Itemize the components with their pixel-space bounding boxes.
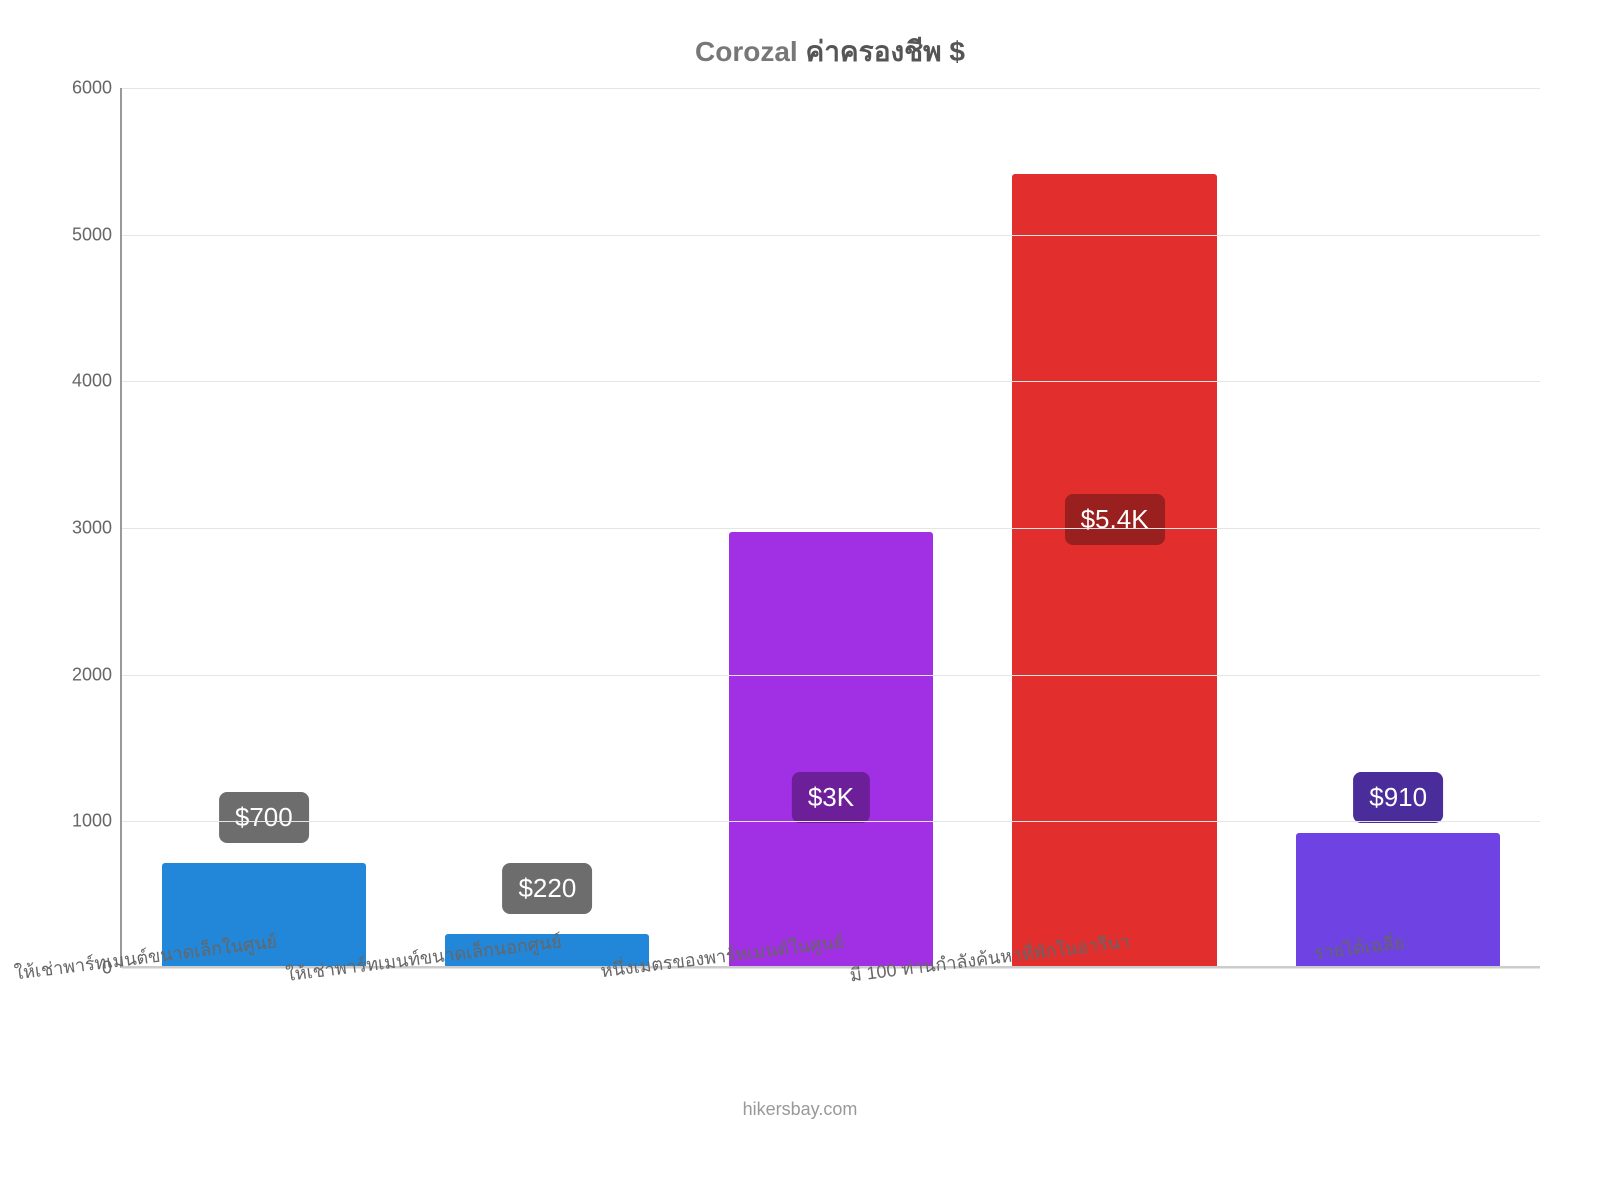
bar: $3K bbox=[729, 532, 933, 966]
ytick-label: 4000 bbox=[72, 371, 122, 392]
bar-value-label: $910 bbox=[1353, 772, 1443, 823]
gridline bbox=[122, 528, 1540, 529]
plot-area: $700$220$3K$5.4K$910 0100020003000400050… bbox=[120, 88, 1540, 968]
bar-slot: $700 bbox=[122, 88, 406, 966]
bar-slot: $220 bbox=[406, 88, 690, 966]
title-prefix: Corozal bbox=[695, 36, 798, 67]
bar-slot: $5.4K bbox=[973, 88, 1257, 966]
bar: $5.4K bbox=[1012, 174, 1216, 966]
ytick-label: 2000 bbox=[72, 664, 122, 685]
bar-value-label: $3K bbox=[792, 772, 870, 823]
bar-slot: $910 bbox=[1256, 88, 1540, 966]
bar-slot: $3K bbox=[689, 88, 973, 966]
bar-value-label: $5.4K bbox=[1065, 494, 1165, 545]
gridline bbox=[122, 675, 1540, 676]
chart-container: Corozal ค่าครองชีพ $ $700 $220 $3K $5.4K $91… bbox=[0, 0, 1600, 1200]
gridline bbox=[122, 381, 1540, 382]
x-axis-label: รายได้เฉลี่ย bbox=[1312, 927, 1406, 967]
ytick-label: 3000 bbox=[72, 518, 122, 539]
x-axis-labels: ให้เช่าพาร์ทเมนต์ขนาดเล็กในศูนย์ให้เช่าพ… bbox=[120, 928, 1540, 1028]
gridline bbox=[122, 821, 1540, 822]
bar-value-label: $700 bbox=[219, 792, 309, 843]
title-suffix: ค่าครองชีพ $ bbox=[798, 36, 965, 67]
xlabel-slot: รายได้เฉลี่ย bbox=[1256, 928, 1540, 1028]
bars-container: $700 $220 $3K $5.4K $910 bbox=[122, 88, 1540, 966]
gridline bbox=[122, 88, 1540, 89]
gridline bbox=[122, 235, 1540, 236]
ytick-label: 6000 bbox=[72, 78, 122, 99]
xlabel-slot: มี 100 ท่านกำลังค้นหาที่พักในอารีนา bbox=[972, 928, 1256, 1028]
x-axis-label: ให้เช่าพาร์ทเมนต์ขนาดเล็กในศูนย์ bbox=[13, 926, 279, 987]
bar-value-label: $220 bbox=[502, 863, 592, 914]
ytick-label: 1000 bbox=[72, 811, 122, 832]
chart-title: Corozal ค่าครองชีพ $ bbox=[120, 30, 1540, 74]
footer-credit: hikersbay.com bbox=[0, 1099, 1600, 1120]
ytick-label: 5000 bbox=[72, 224, 122, 245]
